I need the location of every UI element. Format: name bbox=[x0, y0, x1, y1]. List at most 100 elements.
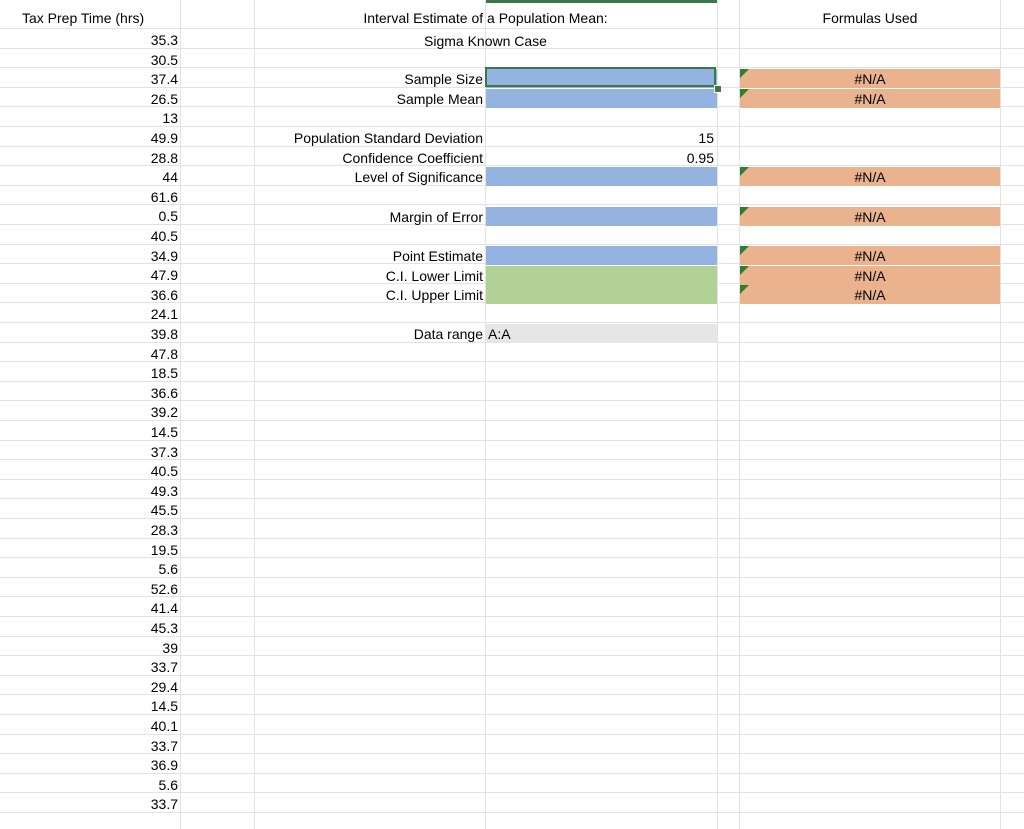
column-a-cell[interactable]: 41.4 bbox=[150, 600, 178, 616]
formula-ci-lower[interactable]: #N/A bbox=[740, 266, 1000, 285]
grid-row-line bbox=[0, 479, 1024, 480]
conf-coeff-value[interactable]: 0.95 bbox=[686, 150, 714, 166]
column-a-cell[interactable]: 37.4 bbox=[150, 71, 178, 87]
column-a-cell[interactable]: 39.8 bbox=[150, 326, 178, 342]
comment-indicator-icon bbox=[740, 246, 749, 255]
column-a-cell[interactable]: 24.1 bbox=[150, 306, 178, 322]
column-a-cell[interactable]: 47.8 bbox=[150, 346, 178, 362]
column-a-cell[interactable]: 45.3 bbox=[150, 620, 178, 636]
formula-sample-mean[interactable]: #N/A bbox=[740, 89, 1000, 108]
column-a-cell[interactable]: 5.6 bbox=[158, 561, 178, 577]
label-level-sig: Level of Significance bbox=[354, 169, 483, 185]
grid-row-line bbox=[0, 773, 1024, 774]
grid-row-line bbox=[0, 361, 1024, 362]
grid-row-line bbox=[0, 616, 1024, 617]
column-highlight-bar bbox=[486, 0, 717, 3]
column-a-cell[interactable]: 14.5 bbox=[150, 424, 178, 440]
column-a-cell[interactable]: 5.6 bbox=[158, 777, 178, 793]
column-a-cell[interactable]: 33.7 bbox=[150, 738, 178, 754]
data-range-value[interactable]: A:A bbox=[486, 324, 717, 343]
column-a-header[interactable]: Tax Prep Time (hrs) bbox=[22, 10, 145, 26]
column-a-cell[interactable]: 44 bbox=[162, 169, 178, 185]
sample-mean-input[interactable] bbox=[486, 89, 717, 108]
grid-col-line bbox=[1000, 0, 1001, 829]
grid-row-line bbox=[0, 244, 1024, 245]
grid-row-line bbox=[0, 126, 1024, 127]
grid-col-line bbox=[485, 0, 486, 829]
formula-margin-error[interactable]: #N/A bbox=[740, 207, 1000, 226]
grid-row-line bbox=[0, 322, 1024, 323]
column-a-cell[interactable]: 49.3 bbox=[150, 483, 178, 499]
column-a-cell[interactable]: 28.8 bbox=[150, 150, 178, 166]
column-a-cell[interactable]: 26.5 bbox=[150, 91, 178, 107]
formula-ci-upper[interactable]: #N/A bbox=[740, 285, 1000, 304]
label-point-estimate: Point Estimate bbox=[392, 248, 483, 264]
grid-row-line bbox=[0, 655, 1024, 656]
grid-row-line bbox=[0, 694, 1024, 695]
column-a-cell[interactable]: 36.6 bbox=[150, 385, 178, 401]
fill-handle[interactable] bbox=[714, 85, 722, 93]
column-a-cell[interactable]: 29.4 bbox=[150, 679, 178, 695]
ci-upper-input[interactable] bbox=[486, 285, 717, 304]
column-a-cell[interactable]: 39 bbox=[162, 640, 178, 656]
formula-level-sig[interactable]: #N/A bbox=[740, 167, 1000, 186]
column-a-cell[interactable]: 61.6 bbox=[150, 189, 178, 205]
estimate-title[interactable]: Interval Estimate of a Population Mean: bbox=[363, 10, 608, 26]
pop-std-dev-value[interactable]: 15 bbox=[698, 130, 714, 146]
column-a-cell[interactable]: 33.7 bbox=[150, 796, 178, 812]
formula-point-estimate[interactable]: #N/A bbox=[740, 246, 1000, 265]
grid-col-line bbox=[180, 0, 181, 829]
comment-indicator-icon bbox=[740, 69, 749, 78]
label-sample-size: Sample Size bbox=[404, 71, 483, 87]
column-a-cell[interactable]: 40.1 bbox=[150, 718, 178, 734]
grid-row-line bbox=[0, 165, 1024, 166]
column-a-cell[interactable]: 39.2 bbox=[150, 404, 178, 420]
column-a-cell[interactable]: 28.3 bbox=[150, 522, 178, 538]
column-a-cell[interactable]: 37.3 bbox=[150, 444, 178, 460]
column-a-cell[interactable]: 30.5 bbox=[150, 52, 178, 68]
formulas-header[interactable]: Formulas Used bbox=[822, 10, 918, 26]
comment-indicator-icon bbox=[740, 207, 749, 216]
grid-row-line bbox=[0, 204, 1024, 205]
column-a-cell[interactable]: 49.9 bbox=[150, 130, 178, 146]
sample-size-input[interactable] bbox=[486, 69, 717, 88]
grid-row-line bbox=[0, 636, 1024, 637]
grid-col-line bbox=[717, 0, 718, 829]
ci-lower-input[interactable] bbox=[486, 266, 717, 285]
label-ci-upper: C.I. Upper Limit bbox=[385, 287, 483, 303]
column-a-cell[interactable]: 18.5 bbox=[150, 365, 178, 381]
grid-row-line bbox=[0, 812, 1024, 813]
column-a-cell[interactable]: 40.5 bbox=[150, 463, 178, 479]
column-a-cell[interactable]: 40.5 bbox=[150, 228, 178, 244]
column-a-cell[interactable]: 14.5 bbox=[150, 698, 178, 714]
comment-indicator-icon bbox=[740, 89, 749, 98]
grid-row-line bbox=[0, 675, 1024, 676]
grid-row-line bbox=[0, 48, 1024, 49]
column-a-cell[interactable]: 47.9 bbox=[150, 267, 178, 283]
grid-row-line bbox=[0, 420, 1024, 421]
level-sig-input[interactable] bbox=[486, 167, 717, 186]
label-conf-coeff: Confidence Coefficient bbox=[342, 150, 483, 166]
grid-row-line bbox=[0, 596, 1024, 597]
margin-error-input[interactable] bbox=[486, 207, 717, 226]
column-a-cell[interactable]: 19.5 bbox=[150, 542, 178, 558]
column-a-cell[interactable]: 35.3 bbox=[150, 32, 178, 48]
column-a-cell[interactable]: 36.9 bbox=[150, 757, 178, 773]
column-a-cell[interactable]: 0.5 bbox=[158, 208, 178, 224]
comment-indicator-icon bbox=[740, 266, 749, 275]
estimate-subtitle[interactable]: Sigma Known Case bbox=[424, 33, 547, 49]
column-a-cell[interactable]: 52.6 bbox=[150, 581, 178, 597]
grid-row-line bbox=[0, 28, 1024, 29]
point-estimate-input[interactable] bbox=[486, 246, 717, 265]
grid-row-line bbox=[0, 577, 1024, 578]
column-a-cell[interactable]: 13 bbox=[162, 110, 178, 126]
column-a-cell[interactable]: 34.9 bbox=[150, 248, 178, 264]
grid-row-line bbox=[0, 146, 1024, 147]
column-a-cell[interactable]: 36.6 bbox=[150, 287, 178, 303]
label-pop-std-dev: Population Standard Deviation bbox=[293, 130, 483, 146]
column-a-cell[interactable]: 45.5 bbox=[150, 502, 178, 518]
column-a-cell[interactable]: 33.7 bbox=[150, 659, 178, 675]
grid-row-line bbox=[0, 518, 1024, 519]
formula-sample-size[interactable]: #N/A bbox=[740, 69, 1000, 88]
